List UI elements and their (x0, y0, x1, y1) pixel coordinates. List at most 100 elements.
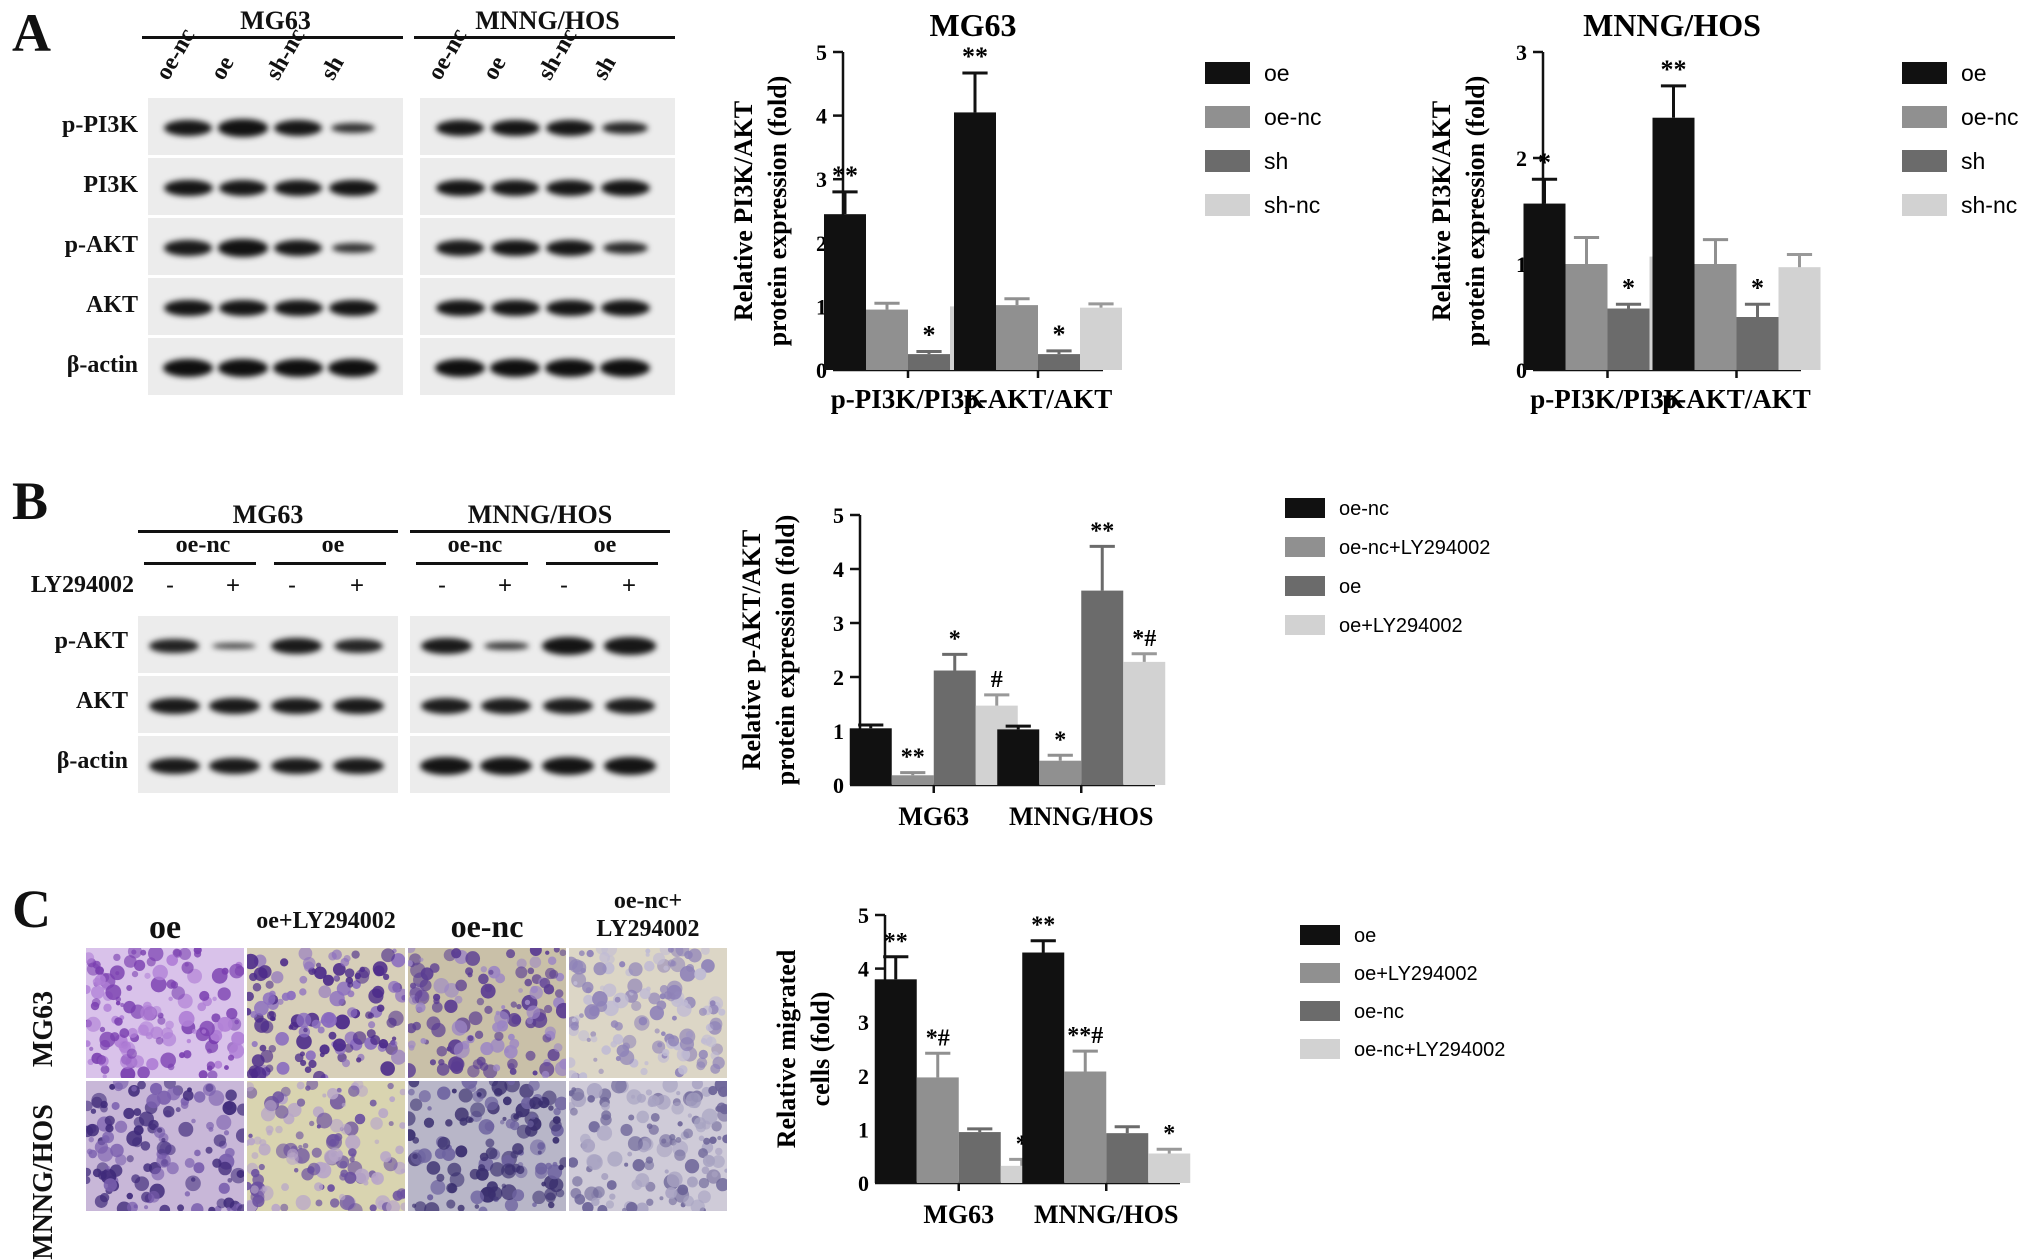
blot-band (218, 179, 268, 197)
micrograph-cell (465, 951, 481, 966)
micrograph-cell (206, 1121, 214, 1130)
micrograph-cell (516, 1165, 525, 1175)
micrograph-cell (227, 1177, 233, 1183)
micrograph-cell (579, 1072, 588, 1078)
micrograph-cell (344, 1043, 354, 1053)
micrograph-cell (436, 1173, 445, 1182)
blot-b-treatment-sign: + (350, 572, 365, 599)
micrograph-cell (679, 1037, 695, 1052)
chart-a1: MG63 Relative PI3K/AKT protein expression … (729, 7, 1322, 414)
micrograph-cell (388, 1121, 394, 1127)
blot-band (273, 359, 323, 377)
micrograph-cell (620, 1123, 633, 1137)
blot-band (149, 638, 199, 654)
micrograph-cell (223, 1130, 230, 1136)
bar (933, 670, 976, 785)
micrograph-cell (113, 953, 121, 962)
micrograph-cell (366, 1029, 376, 1039)
micrograph-cell (315, 1199, 323, 1207)
micrograph-cell (491, 1081, 508, 1096)
micrograph-cell (583, 994, 594, 1006)
blot-a-group-label: MG63 (240, 6, 311, 35)
panel-letter-c: C (12, 879, 51, 939)
x-category-label: MNNG/HOS (1009, 802, 1153, 831)
blot-a-row-divider (148, 395, 403, 398)
micrograph-cell (588, 1121, 600, 1133)
blot-band (273, 239, 323, 257)
migration-micrograph (247, 948, 405, 1078)
micrograph-cell (92, 960, 101, 969)
micrograph-cell (507, 1081, 516, 1086)
micrograph-cell (640, 1067, 648, 1076)
micrograph-cell (433, 977, 450, 994)
micrograph-cell (559, 1058, 566, 1070)
micrograph-cell (223, 1197, 235, 1209)
micrograph-cell (296, 1012, 312, 1028)
micrograph-cell (486, 1181, 498, 1193)
micrograph-cell (328, 1147, 343, 1162)
micrograph-cell (265, 980, 274, 989)
micrograph-cell (133, 1108, 142, 1116)
chart-b: Relative p-AKT/AKT protein expression (fo… (737, 498, 1490, 831)
micrograph-cell (656, 1000, 667, 1011)
micrograph-cell (558, 1164, 564, 1171)
y-tick-label: 2 (858, 1064, 869, 1089)
micrograph-cell (378, 1108, 389, 1119)
blot-band (270, 757, 322, 775)
micrograph-cell (412, 1203, 417, 1208)
micrograph-cell (709, 1136, 717, 1144)
micrograph-cell (248, 1133, 253, 1139)
micrograph-cell (258, 965, 272, 979)
micrograph-cell (532, 1190, 546, 1205)
micrograph-cell (193, 950, 202, 958)
blot-b-group-label: MG63 (232, 500, 304, 529)
micrograph-cell (666, 992, 676, 1002)
micrograph-cell (178, 948, 192, 960)
micrograph-cell (610, 1020, 619, 1028)
micrograph-cell (126, 1192, 134, 1200)
micrograph-cell (485, 1147, 498, 1160)
micrograph-cell (390, 1040, 398, 1048)
blot-band (218, 239, 268, 257)
micrograph-cell (508, 1033, 515, 1041)
micrograph-cell (509, 1038, 520, 1049)
micrograph-cell (524, 999, 531, 1005)
blot-band (328, 299, 378, 317)
micrograph-cell (683, 1128, 694, 1139)
micrograph-cell (91, 1096, 103, 1108)
micrograph-cell (687, 1113, 693, 1118)
micrograph-cell (271, 1203, 281, 1211)
micrograph-cell (317, 1026, 325, 1034)
micrograph-cell (516, 1124, 531, 1139)
micrograph-cell (632, 1159, 645, 1172)
micrograph-cell (700, 948, 710, 955)
micrograph-cell (126, 1155, 134, 1163)
micrograph-cell (94, 974, 106, 986)
micrograph-cell (635, 1173, 650, 1188)
photo-column-label-line: oe (148, 909, 182, 946)
legend-label: sh (1961, 148, 1985, 174)
blot-band (435, 179, 485, 197)
blot-a-row-label: p-AKT (64, 232, 138, 258)
blot-band (331, 122, 375, 134)
micrograph-cell (677, 1121, 683, 1127)
micrograph-cell (234, 1019, 239, 1025)
significance-mark: * (949, 626, 961, 652)
blot-band (436, 240, 484, 256)
micrograph-cell (628, 1114, 635, 1121)
micrograph-cell (231, 1031, 244, 1046)
micrograph-cell (686, 963, 695, 972)
micrograph-cell (587, 1095, 595, 1103)
micrograph-cell (328, 951, 337, 961)
micrograph-cell (185, 1175, 201, 1192)
micrograph-cell (368, 988, 384, 1004)
micrograph-cell (408, 1088, 415, 1096)
micrograph-cell (606, 955, 615, 964)
bar (1038, 354, 1080, 370)
micrograph-cell (275, 1031, 289, 1046)
micrograph-cell (666, 1171, 683, 1188)
micrograph-cell (250, 1011, 258, 1018)
legend-swatch (1285, 537, 1325, 557)
micrograph-cell (318, 985, 332, 999)
micrograph-cell (455, 979, 467, 992)
